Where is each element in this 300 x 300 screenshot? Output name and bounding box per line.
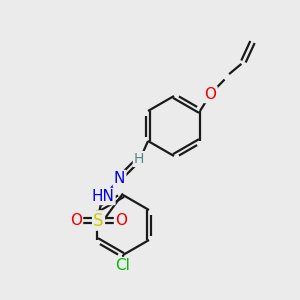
Text: O: O	[70, 213, 82, 228]
Text: O: O	[115, 213, 127, 228]
Text: S: S	[93, 212, 104, 230]
Text: HN: HN	[92, 189, 115, 204]
Text: O: O	[205, 87, 217, 102]
Text: N: N	[114, 171, 125, 186]
Text: Cl: Cl	[116, 258, 130, 273]
Text: H: H	[134, 152, 144, 166]
